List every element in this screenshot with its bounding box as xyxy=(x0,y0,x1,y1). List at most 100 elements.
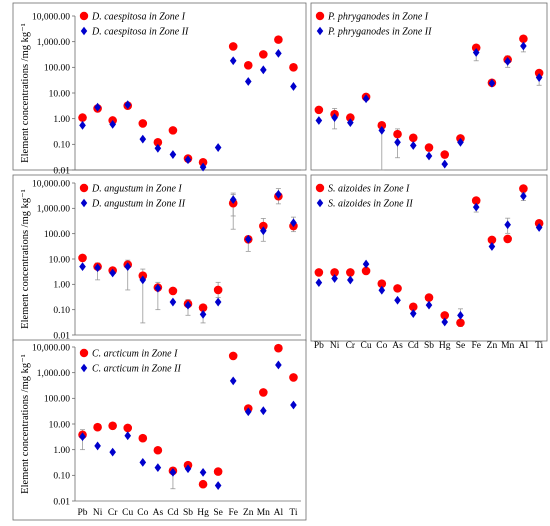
x-tick-label: Pb xyxy=(314,341,324,351)
x-tick-label: Se xyxy=(456,341,466,351)
y-tick-label: 100.00 xyxy=(44,395,70,405)
data-point-zone1 xyxy=(314,268,324,277)
y-tick-label: 0.01 xyxy=(53,331,70,341)
x-tick-label: Pb xyxy=(78,508,88,518)
data-point-zone2 xyxy=(244,77,252,86)
y-tick-label: 1.00 xyxy=(53,281,70,291)
legend-marker-zone1 xyxy=(315,183,325,193)
x-tick-label: Cr xyxy=(108,508,118,518)
y-tick-label: 10,000.00 xyxy=(32,12,70,22)
y-tick-label: 0.01 xyxy=(53,166,70,176)
x-tick-label: As xyxy=(153,508,164,518)
y-tick-label: 100.00 xyxy=(44,230,70,240)
x-tick-label: Al xyxy=(519,341,529,351)
legend-marker-zone1 xyxy=(79,11,89,21)
data-point-zone1 xyxy=(289,373,298,382)
data-point-zone2 xyxy=(139,457,147,467)
panel-frame xyxy=(12,174,307,342)
data-point-zone2 xyxy=(79,120,86,130)
y-tick-label: 10.00 xyxy=(49,255,71,265)
y-tick-label: 0.10 xyxy=(53,306,70,316)
x-tick-label: Co xyxy=(137,508,148,518)
data-point-zone2 xyxy=(199,468,207,477)
data-point-zone2 xyxy=(139,134,147,144)
data-point-zone1 xyxy=(519,34,528,44)
data-point-zone1 xyxy=(393,284,402,293)
data-point-zone1 xyxy=(153,138,163,147)
x-tick-label: Hg xyxy=(439,341,451,351)
data-point-zone1 xyxy=(487,235,497,245)
data-point-zone1 xyxy=(471,43,481,53)
y-tick-label: 1,000.00 xyxy=(37,38,71,48)
legend-marker-zone1 xyxy=(79,348,89,358)
data-point-zone1 xyxy=(198,479,208,489)
data-point-zone1 xyxy=(259,388,268,397)
data-point-zone1 xyxy=(424,143,434,152)
y-tick-label: 100.00 xyxy=(44,64,70,74)
x-tick-label: Cd xyxy=(167,508,178,518)
data-point-zone2 xyxy=(184,300,192,310)
x-tick-label: Mn xyxy=(257,508,270,518)
data-point-zone1 xyxy=(289,63,298,72)
x-tick-label: Mn xyxy=(501,341,514,351)
data-point-zone1 xyxy=(346,268,355,277)
data-point-zone1 xyxy=(78,113,87,122)
x-tick-label: Ni xyxy=(330,341,340,351)
data-point-zone2 xyxy=(472,48,480,57)
data-point-zone2 xyxy=(260,226,267,236)
x-tick-label: Cr xyxy=(346,341,356,351)
data-point-zone1 xyxy=(168,126,178,135)
data-point-zone1 xyxy=(361,266,371,276)
data-point-zone2 xyxy=(199,310,207,319)
data-point-zone2 xyxy=(347,275,354,285)
data-point-zone2 xyxy=(290,400,297,410)
chart-panel-middle-right: Pb Ni Cr Cu Co As Cd Sb Hg Se Fe Zn Mn Al Ti S. aizoide… xyxy=(310,174,548,351)
data-point-zone2 xyxy=(488,242,496,251)
chart-panel-top-right: P. phryganodes in Zone I P. phryganodes i… xyxy=(310,2,548,171)
data-point-zone2 xyxy=(520,191,527,201)
x-tick-label: Sb xyxy=(424,341,434,351)
data-point-zone1 xyxy=(456,318,465,328)
y-tick-label: 1,000.00 xyxy=(37,369,71,379)
data-point-zone2 xyxy=(425,151,433,161)
data-point-zone2 xyxy=(378,125,386,135)
data-point-zone1 xyxy=(408,133,418,143)
data-point-zone1 xyxy=(314,105,324,115)
legend-label: P. phryganodes in Zone I xyxy=(327,12,429,23)
y-tick-label: 0.01 xyxy=(53,497,70,507)
data-point-zone2 xyxy=(441,317,449,327)
data-point-zone2 xyxy=(394,137,401,147)
x-tick-label: Sb xyxy=(183,508,193,518)
legend-label: P. phryganodes in Zone II xyxy=(327,27,432,38)
data-point-zone2 xyxy=(290,218,297,228)
data-point-zone2 xyxy=(472,202,480,212)
data-point-zone2 xyxy=(79,432,86,442)
x-tick-label: Se xyxy=(213,508,223,518)
data-point-zone2 xyxy=(488,78,496,88)
data-point-zone1 xyxy=(377,121,387,130)
data-point-zone2 xyxy=(94,102,101,112)
panel-frame xyxy=(12,339,307,521)
data-point-zone1 xyxy=(78,253,87,263)
data-point-zone1 xyxy=(93,422,102,432)
legend-marker-zone2 xyxy=(316,26,324,36)
data-point-zone1 xyxy=(153,445,163,455)
data-point-zone1 xyxy=(198,303,208,312)
data-point-zone1 xyxy=(440,311,450,320)
data-point-zone1 xyxy=(393,129,402,139)
data-point-zone2 xyxy=(124,262,132,272)
data-point-zone2 xyxy=(275,360,282,370)
data-point-zone2 xyxy=(124,100,132,110)
data-point-zone1 xyxy=(346,113,355,122)
data-point-zone1 xyxy=(123,423,133,433)
data-point-zone2 xyxy=(244,234,252,244)
data-point-zone2 xyxy=(275,48,282,58)
legend-label: D. angustum in Zone II xyxy=(91,199,186,210)
data-point-zone2 xyxy=(347,118,354,128)
data-point-zone2 xyxy=(109,268,116,278)
x-tick-label: Zn xyxy=(243,508,254,518)
data-point-zone1 xyxy=(243,61,253,70)
data-point-zone1 xyxy=(138,433,148,443)
data-point-zone2 xyxy=(504,57,511,66)
data-point-zone2 xyxy=(229,195,237,205)
